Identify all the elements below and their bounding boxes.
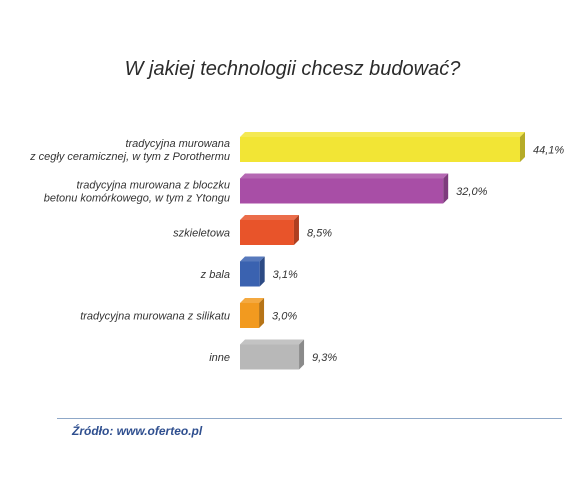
bar-top-1 xyxy=(240,173,449,179)
bar-2 xyxy=(240,220,294,245)
category-label-0-0: tradycyjna murowana xyxy=(125,138,230,150)
bar-top-4 xyxy=(240,298,265,303)
value-label-2: 8,5% xyxy=(307,228,332,240)
value-label-1: 32,0% xyxy=(456,186,487,198)
category-label-1-0: tradycyjna murowana z bloczku xyxy=(77,180,230,192)
category-label-0-1: z cegły ceramicznej, w tym z Porothermu xyxy=(29,151,230,163)
bar-3 xyxy=(240,261,260,287)
category-label-5-0: inne xyxy=(209,352,230,364)
bar-side-5 xyxy=(299,339,305,370)
bar-0 xyxy=(240,137,520,162)
bar-top-2 xyxy=(240,215,299,220)
bar-1 xyxy=(240,178,444,204)
bar-side-4 xyxy=(259,298,265,328)
bar-side-1 xyxy=(443,173,449,204)
bar-4 xyxy=(240,303,260,328)
category-label-1-1: betonu komórkowego, w tym z Ytongu xyxy=(44,193,230,205)
bar-side-2 xyxy=(293,215,299,245)
category-label-3-0: z bala xyxy=(200,269,230,281)
value-label-0: 44,1% xyxy=(533,145,564,157)
bar-top-5 xyxy=(240,339,305,345)
bar-top-3 xyxy=(240,256,265,262)
footer-divider xyxy=(57,418,562,419)
bar-5 xyxy=(240,344,300,370)
bar-side-3 xyxy=(259,256,265,287)
bar-top-0 xyxy=(240,132,525,137)
source-note: Źródło: www.oferteo.pl xyxy=(72,424,203,438)
category-label-2-0: szkieletowa xyxy=(173,228,230,240)
value-label-5: 9,3% xyxy=(312,352,337,364)
value-label-3: 3,1% xyxy=(273,269,298,281)
chart-title: W jakiej technologii chcesz budować? xyxy=(124,58,461,80)
category-label-4-0: tradycyjna murowana z silikatu xyxy=(80,311,230,323)
value-label-4: 3,0% xyxy=(272,311,297,323)
bar-side-0 xyxy=(520,132,525,162)
